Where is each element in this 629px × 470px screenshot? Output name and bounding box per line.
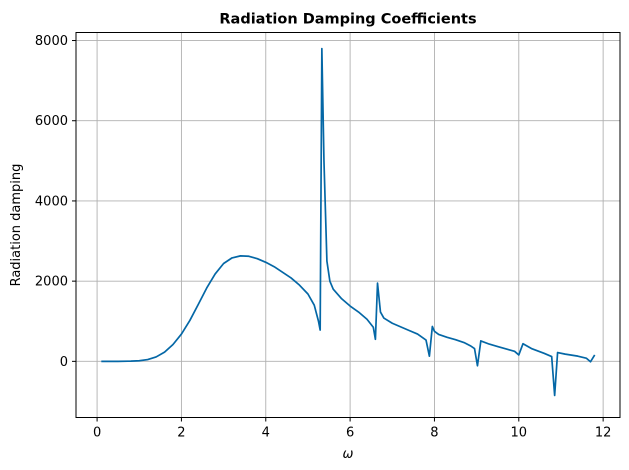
series-layer (101, 47, 596, 397)
x-tick-label: 6 (346, 426, 354, 441)
ticks: 0 2 4 6 8 10 12 0 2000 4000 6000 8000 (35, 34, 611, 440)
x-tick-label: 2 (177, 426, 185, 441)
y-tick-label: 4000 (35, 194, 68, 209)
y-tick-label: 6000 (35, 114, 68, 129)
plot-frame (75, 32, 621, 418)
y-tick-label: 8000 (35, 34, 68, 49)
grid (76, 32, 620, 418)
x-axis-label: ω (343, 447, 354, 462)
series-line (101, 47, 596, 397)
x-tick-label: 10 (511, 426, 528, 441)
y-tick-label: 2000 (35, 275, 68, 290)
x-tick-label: 8 (430, 426, 438, 441)
y-axis-label: Radiation damping (9, 164, 24, 287)
x-tick-label: 0 (93, 426, 101, 441)
chart-title: Radiation Damping Coefficients (219, 12, 476, 28)
x-tick-label: 12 (595, 426, 612, 441)
x-tick-label: 4 (262, 426, 270, 441)
y-tick-label: 0 (60, 355, 68, 370)
